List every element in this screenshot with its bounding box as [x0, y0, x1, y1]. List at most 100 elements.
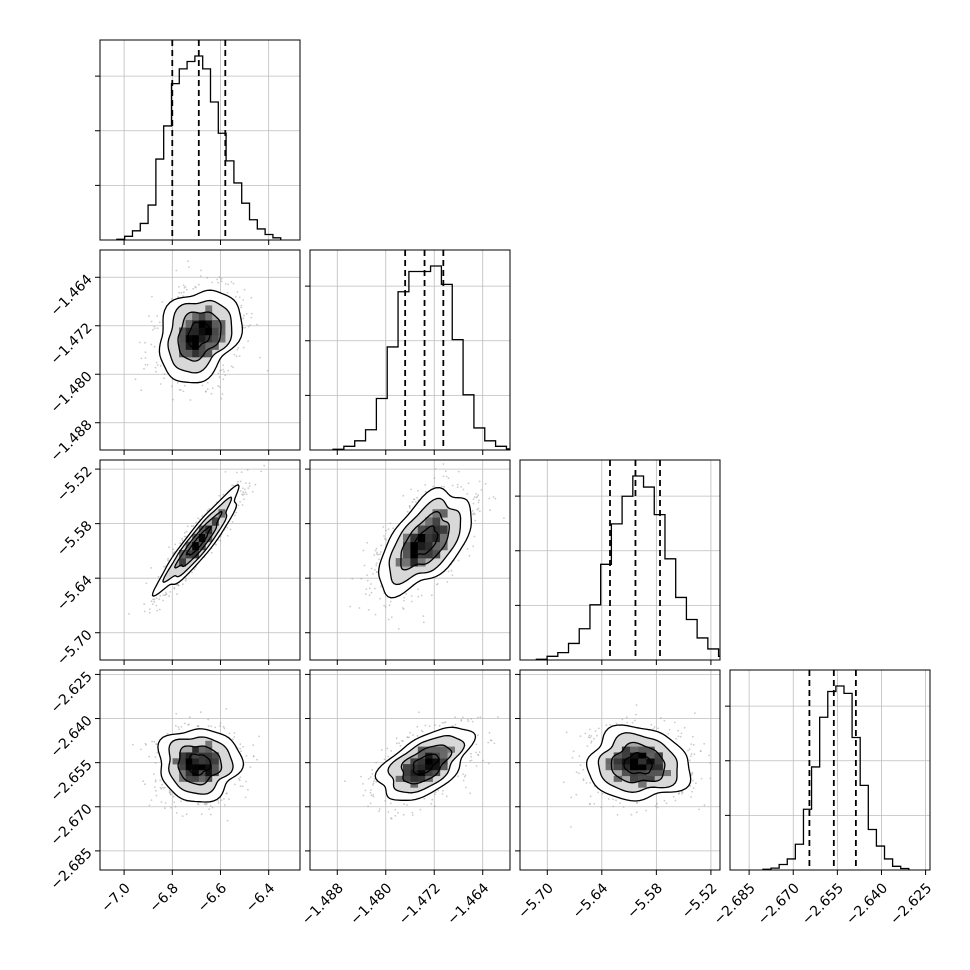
- sample-point: [199, 711, 202, 714]
- sample-point: [600, 806, 603, 809]
- sample-point: [622, 806, 625, 808]
- sample-point: [206, 509, 209, 512]
- sample-point: [351, 577, 354, 580]
- sample-point: [473, 496, 476, 498]
- sample-point: [478, 510, 481, 513]
- density-cell: [638, 781, 647, 788]
- sample-point: [240, 750, 242, 753]
- density-cell: [403, 764, 411, 771]
- sample-point: [183, 535, 186, 538]
- sample-point: [154, 786, 156, 788]
- sample-point: [241, 487, 244, 490]
- sample-point: [174, 543, 177, 546]
- sample-point: [471, 510, 474, 512]
- sample-point: [201, 384, 204, 387]
- density-cell: [417, 775, 426, 782]
- sample-point: [226, 819, 229, 822]
- sample-point: [244, 326, 247, 329]
- sample-point: [376, 551, 378, 554]
- sample-point: [475, 743, 478, 746]
- sample-point: [424, 484, 427, 486]
- sample-point: [390, 616, 393, 619]
- sample-point: [432, 485, 434, 488]
- sample-point: [465, 765, 467, 767]
- density-cell: [192, 320, 200, 328]
- sample-point: [422, 615, 425, 617]
- sample-point: [585, 782, 588, 784]
- sample-point: [473, 535, 476, 538]
- sample-point: [385, 539, 388, 541]
- sample-point: [589, 803, 591, 805]
- sample-point: [679, 735, 682, 738]
- density-cell: [417, 533, 426, 543]
- density-cell: [179, 775, 186, 782]
- sample-point: [182, 583, 184, 586]
- sample-point: [383, 537, 386, 540]
- density-cell: [630, 775, 639, 782]
- sample-point: [410, 488, 412, 491]
- sample-point: [601, 793, 604, 795]
- sample-point: [243, 493, 246, 495]
- density-cell: [417, 541, 426, 551]
- sample-point: [392, 527, 394, 530]
- contour-line: [377, 487, 472, 599]
- sample-point: [128, 613, 130, 615]
- sample-point: [140, 389, 143, 392]
- sample-point: [475, 496, 478, 499]
- sample-point: [578, 755, 581, 757]
- contour-line: [187, 753, 212, 776]
- sample-point: [419, 808, 422, 811]
- sample-point: [441, 793, 444, 795]
- sample-point: [692, 787, 695, 790]
- sample-point: [471, 720, 474, 723]
- density-cell: [192, 327, 200, 336]
- sample-point: [232, 484, 235, 487]
- sample-point: [691, 735, 694, 738]
- sample-point: [153, 740, 156, 743]
- sample-point: [182, 295, 185, 298]
- sample-point: [159, 779, 162, 782]
- sample-point: [169, 591, 172, 593]
- sample-point: [154, 327, 156, 330]
- sample-point: [462, 779, 465, 782]
- sample-point: [589, 736, 592, 739]
- sample-point: [388, 604, 391, 607]
- density-cell: [198, 775, 206, 782]
- sample-point: [256, 758, 258, 761]
- density-cell: [417, 525, 426, 534]
- sample-point: [423, 797, 426, 800]
- sample-point: [249, 766, 252, 768]
- sample-point: [417, 595, 420, 598]
- density-cell: [192, 758, 200, 765]
- sample-point: [219, 539, 222, 542]
- sample-point: [142, 780, 145, 783]
- contour-line: [177, 311, 222, 362]
- hist-panel-3-frame: [729, 669, 931, 871]
- sample-point: [454, 723, 457, 726]
- sample-point: [224, 374, 227, 377]
- sample-point: [466, 718, 469, 721]
- sample-point: [382, 526, 385, 528]
- sample-point: [362, 549, 365, 552]
- sample-point: [451, 484, 454, 487]
- density-cell: [439, 758, 448, 765]
- sample-point: [179, 542, 182, 545]
- sample-point: [251, 490, 254, 493]
- sample-point: [475, 751, 477, 754]
- sample-point: [247, 340, 250, 342]
- sample-point: [159, 364, 162, 367]
- sample-point: [222, 368, 225, 371]
- sample-point: [380, 544, 383, 547]
- sample-point: [597, 791, 599, 794]
- sample-point: [578, 772, 580, 775]
- sample-point: [180, 800, 182, 803]
- density-cell: [211, 770, 219, 777]
- sample-point: [171, 298, 173, 300]
- sample-point: [234, 514, 236, 517]
- sample-point: [503, 517, 505, 519]
- sample-point: [242, 491, 245, 494]
- density-cell: [185, 541, 193, 551]
- sample-point: [433, 477, 436, 480]
- sample-point: [150, 320, 153, 323]
